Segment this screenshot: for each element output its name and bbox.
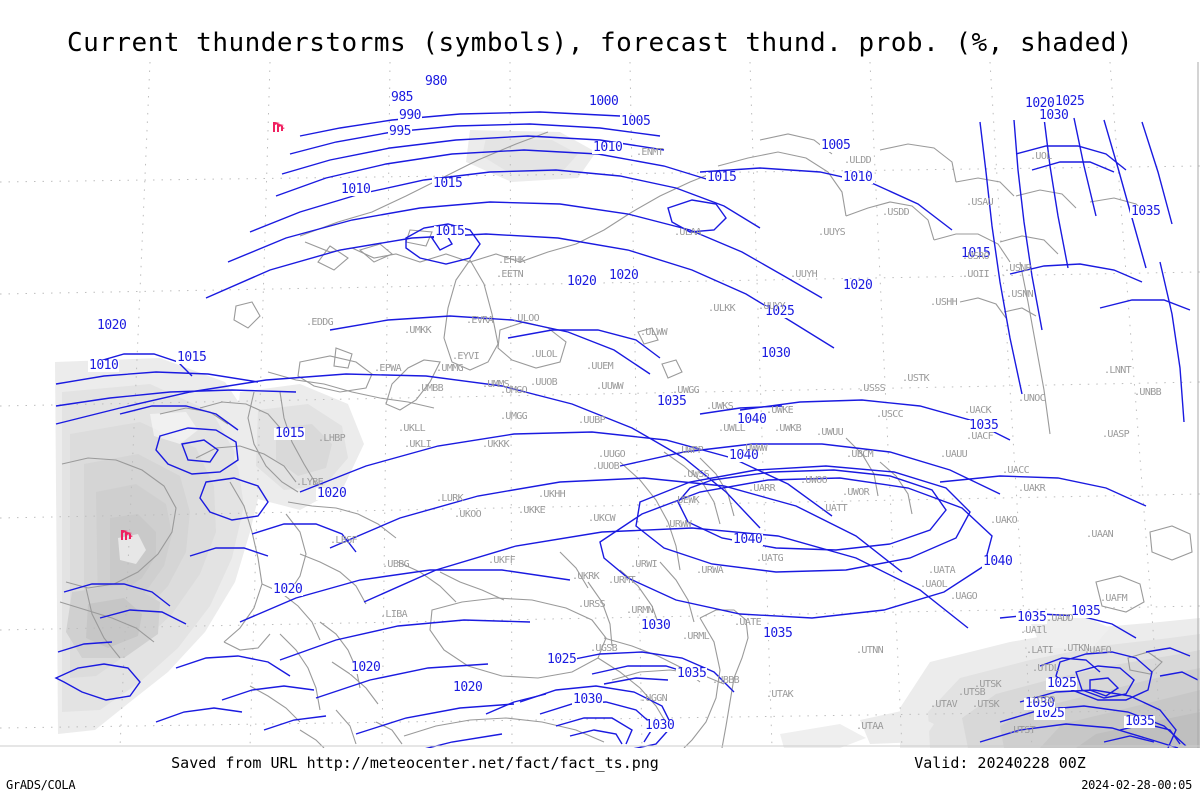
map-canvas[interactable]: 980 985 990 995 1000 1005 1005 1010 1010 1010 1010… <box>0 62 1200 748</box>
map-frame <box>0 62 1200 748</box>
source-url-label: Saved from URL http://meteocenter.net/fa… <box>171 754 659 772</box>
valid-time-label: Valid: 20240228 00Z <box>914 754 1086 772</box>
isobars <box>54 111 1199 748</box>
thunderstorm-probability-shading <box>55 130 1200 748</box>
page-title: Current thunderstorms (symbols), forecas… <box>66 28 1134 58</box>
timestamp-label: 2024-02-28-00:05 <box>1081 778 1192 792</box>
producer-label: GrADS/COLA <box>6 778 76 792</box>
map-svg <box>0 62 1200 748</box>
